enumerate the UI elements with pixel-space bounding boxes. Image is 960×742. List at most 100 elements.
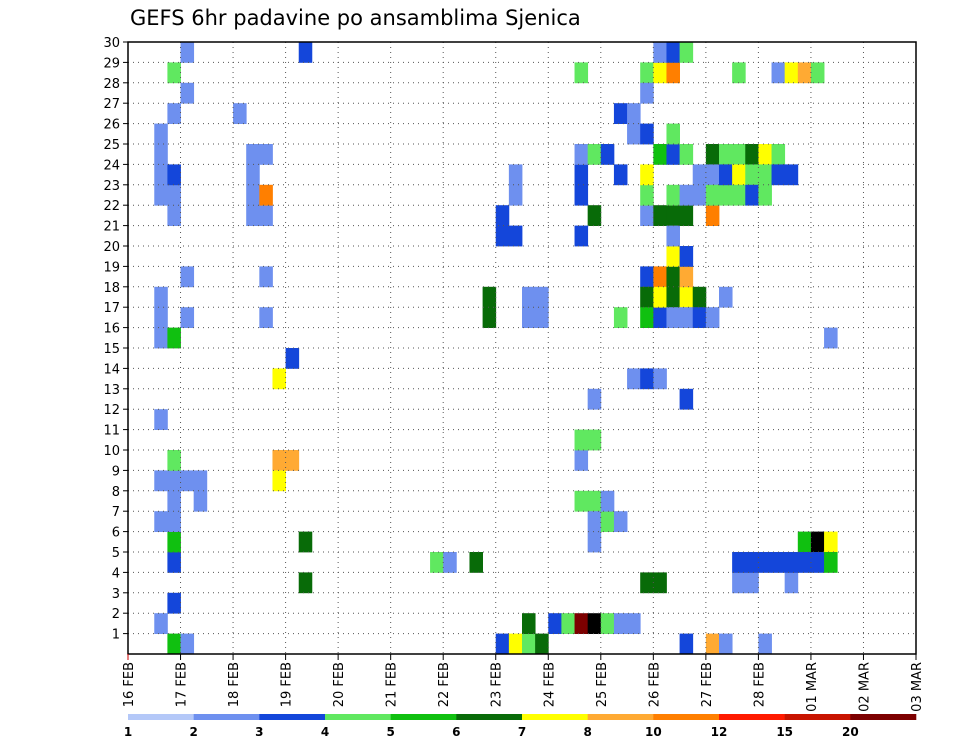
colorbar-swatch bbox=[522, 714, 588, 720]
heatmap-cell bbox=[574, 144, 589, 165]
heatmap-cell bbox=[666, 246, 680, 267]
heatmap-cell bbox=[705, 307, 720, 328]
heatmap-cell bbox=[692, 307, 707, 328]
heatmap-cell bbox=[167, 164, 181, 186]
x-tick-label: 16 FEB bbox=[122, 662, 137, 707]
colorbar-swatch bbox=[128, 714, 194, 720]
heatmap-cell bbox=[154, 511, 168, 532]
colorbar-swatch bbox=[259, 714, 326, 720]
heatmap-cell bbox=[666, 62, 680, 84]
y-tick-label: 19 bbox=[103, 260, 120, 275]
heatmap-cell bbox=[719, 144, 733, 165]
heatmap-cell bbox=[679, 266, 694, 288]
heatmap-cell bbox=[535, 307, 549, 328]
colorbar-label: 4 bbox=[321, 725, 329, 739]
heatmap-cell bbox=[719, 286, 733, 308]
x-tick-label: 22 FEB bbox=[437, 662, 452, 707]
heatmap-cell bbox=[758, 144, 772, 165]
colorbar-label: 6 bbox=[452, 725, 460, 739]
heatmap-cell bbox=[259, 205, 273, 226]
heatmap-cell bbox=[627, 123, 641, 145]
y-tick-label: 13 bbox=[103, 383, 120, 398]
x-tick-label: 01 MAR bbox=[805, 662, 820, 712]
heatmap-cell bbox=[666, 225, 680, 247]
heatmap-cell bbox=[640, 266, 654, 288]
heatmap-cell bbox=[587, 205, 602, 226]
x-tick-label: 21 FEB bbox=[385, 662, 400, 707]
cells-layer bbox=[154, 42, 838, 655]
heatmap-cell bbox=[719, 633, 733, 655]
heatmap-cell bbox=[640, 62, 654, 84]
heatmap-cell bbox=[587, 511, 602, 532]
y-tick-label: 10 bbox=[103, 444, 120, 459]
heatmap-cell bbox=[653, 286, 667, 308]
heatmap-cell bbox=[653, 205, 667, 226]
heatmap-cell bbox=[679, 144, 694, 165]
heatmap-cell bbox=[666, 123, 680, 145]
heatmap-cell bbox=[771, 164, 786, 186]
heatmap-cell bbox=[745, 144, 759, 165]
heatmap-cell bbox=[732, 552, 746, 573]
x-tick-label: 20 FEB bbox=[332, 662, 347, 707]
x-tick-label: 24 FEB bbox=[542, 662, 557, 707]
heatmap-cell bbox=[705, 144, 720, 165]
heatmap-cell bbox=[522, 307, 536, 328]
y-tick-label: 23 bbox=[103, 179, 120, 194]
x-axis: 16 FEB 17 FEB 18 FEB 19 FEB 20 FEB 21 FEB 22 F… bbox=[122, 654, 925, 712]
colorbar-label: 20 bbox=[842, 725, 859, 739]
heatmap-cell bbox=[692, 286, 707, 308]
colorbar-label: 10 bbox=[645, 725, 662, 739]
heatmap-cell bbox=[285, 450, 300, 471]
y-tick-label: 20 bbox=[103, 240, 120, 255]
heatmap-cell bbox=[679, 286, 694, 308]
heatmap-cell bbox=[167, 592, 181, 614]
y-tick-label: 17 bbox=[103, 301, 120, 316]
heatmap-cell bbox=[272, 450, 286, 471]
heatmap-cell bbox=[640, 123, 654, 145]
heatmap-cell bbox=[692, 184, 707, 206]
heatmap-cell bbox=[180, 266, 195, 288]
heatmap-cell bbox=[824, 552, 838, 573]
colorbar-label: 12 bbox=[711, 725, 728, 739]
y-axis: 1234567891011121314151617181920212223242… bbox=[103, 36, 128, 643]
x-tick-label: 19 FEB bbox=[280, 662, 295, 707]
heatmap-cell bbox=[732, 144, 746, 165]
y-tick-label: 12 bbox=[103, 403, 120, 418]
colorbar-swatch bbox=[390, 714, 457, 720]
heatmap-cell bbox=[522, 633, 536, 655]
heatmap-cell bbox=[653, 368, 667, 390]
heatmap-cell bbox=[666, 42, 680, 63]
heatmap-cell bbox=[758, 184, 772, 206]
x-tick-label: 02 MAR bbox=[857, 662, 872, 712]
heatmap-cell bbox=[627, 368, 641, 390]
grid-layer bbox=[128, 42, 916, 654]
heatmap-cell bbox=[692, 164, 707, 186]
heatmap-cell bbox=[154, 307, 168, 328]
colorbar: 1 2 3 4 5 6 7 8 10 12 15 20 bbox=[124, 714, 917, 739]
heatmap-cell bbox=[180, 82, 195, 104]
heatmap-cell bbox=[587, 490, 602, 512]
heatmap-cell bbox=[167, 62, 181, 84]
heatmap-cell bbox=[640, 164, 654, 186]
heatmap-cell bbox=[574, 613, 589, 634]
heatmap-cell bbox=[167, 531, 181, 553]
heatmap-cell bbox=[154, 613, 168, 634]
heatmap-cell bbox=[719, 184, 733, 206]
heatmap-cell bbox=[574, 184, 589, 206]
heatmap-cell bbox=[508, 633, 523, 655]
heatmap-cell bbox=[784, 552, 799, 573]
heatmap-cell bbox=[640, 286, 654, 308]
heatmap-cell bbox=[495, 633, 510, 655]
heatmap-cell bbox=[784, 164, 799, 186]
y-tick-label: 29 bbox=[103, 56, 120, 71]
heatmap-cell bbox=[285, 348, 300, 369]
heatmap-cell bbox=[745, 552, 759, 573]
heatmap-cell bbox=[180, 307, 195, 328]
heatmap-cell bbox=[758, 164, 772, 186]
heatmap-cell bbox=[679, 246, 694, 267]
heatmap-cell bbox=[640, 184, 654, 206]
heatmap-cell bbox=[679, 42, 694, 63]
heatmap-cell bbox=[824, 531, 838, 553]
colorbar-swatch bbox=[325, 714, 391, 720]
y-tick-label: 27 bbox=[103, 97, 120, 112]
